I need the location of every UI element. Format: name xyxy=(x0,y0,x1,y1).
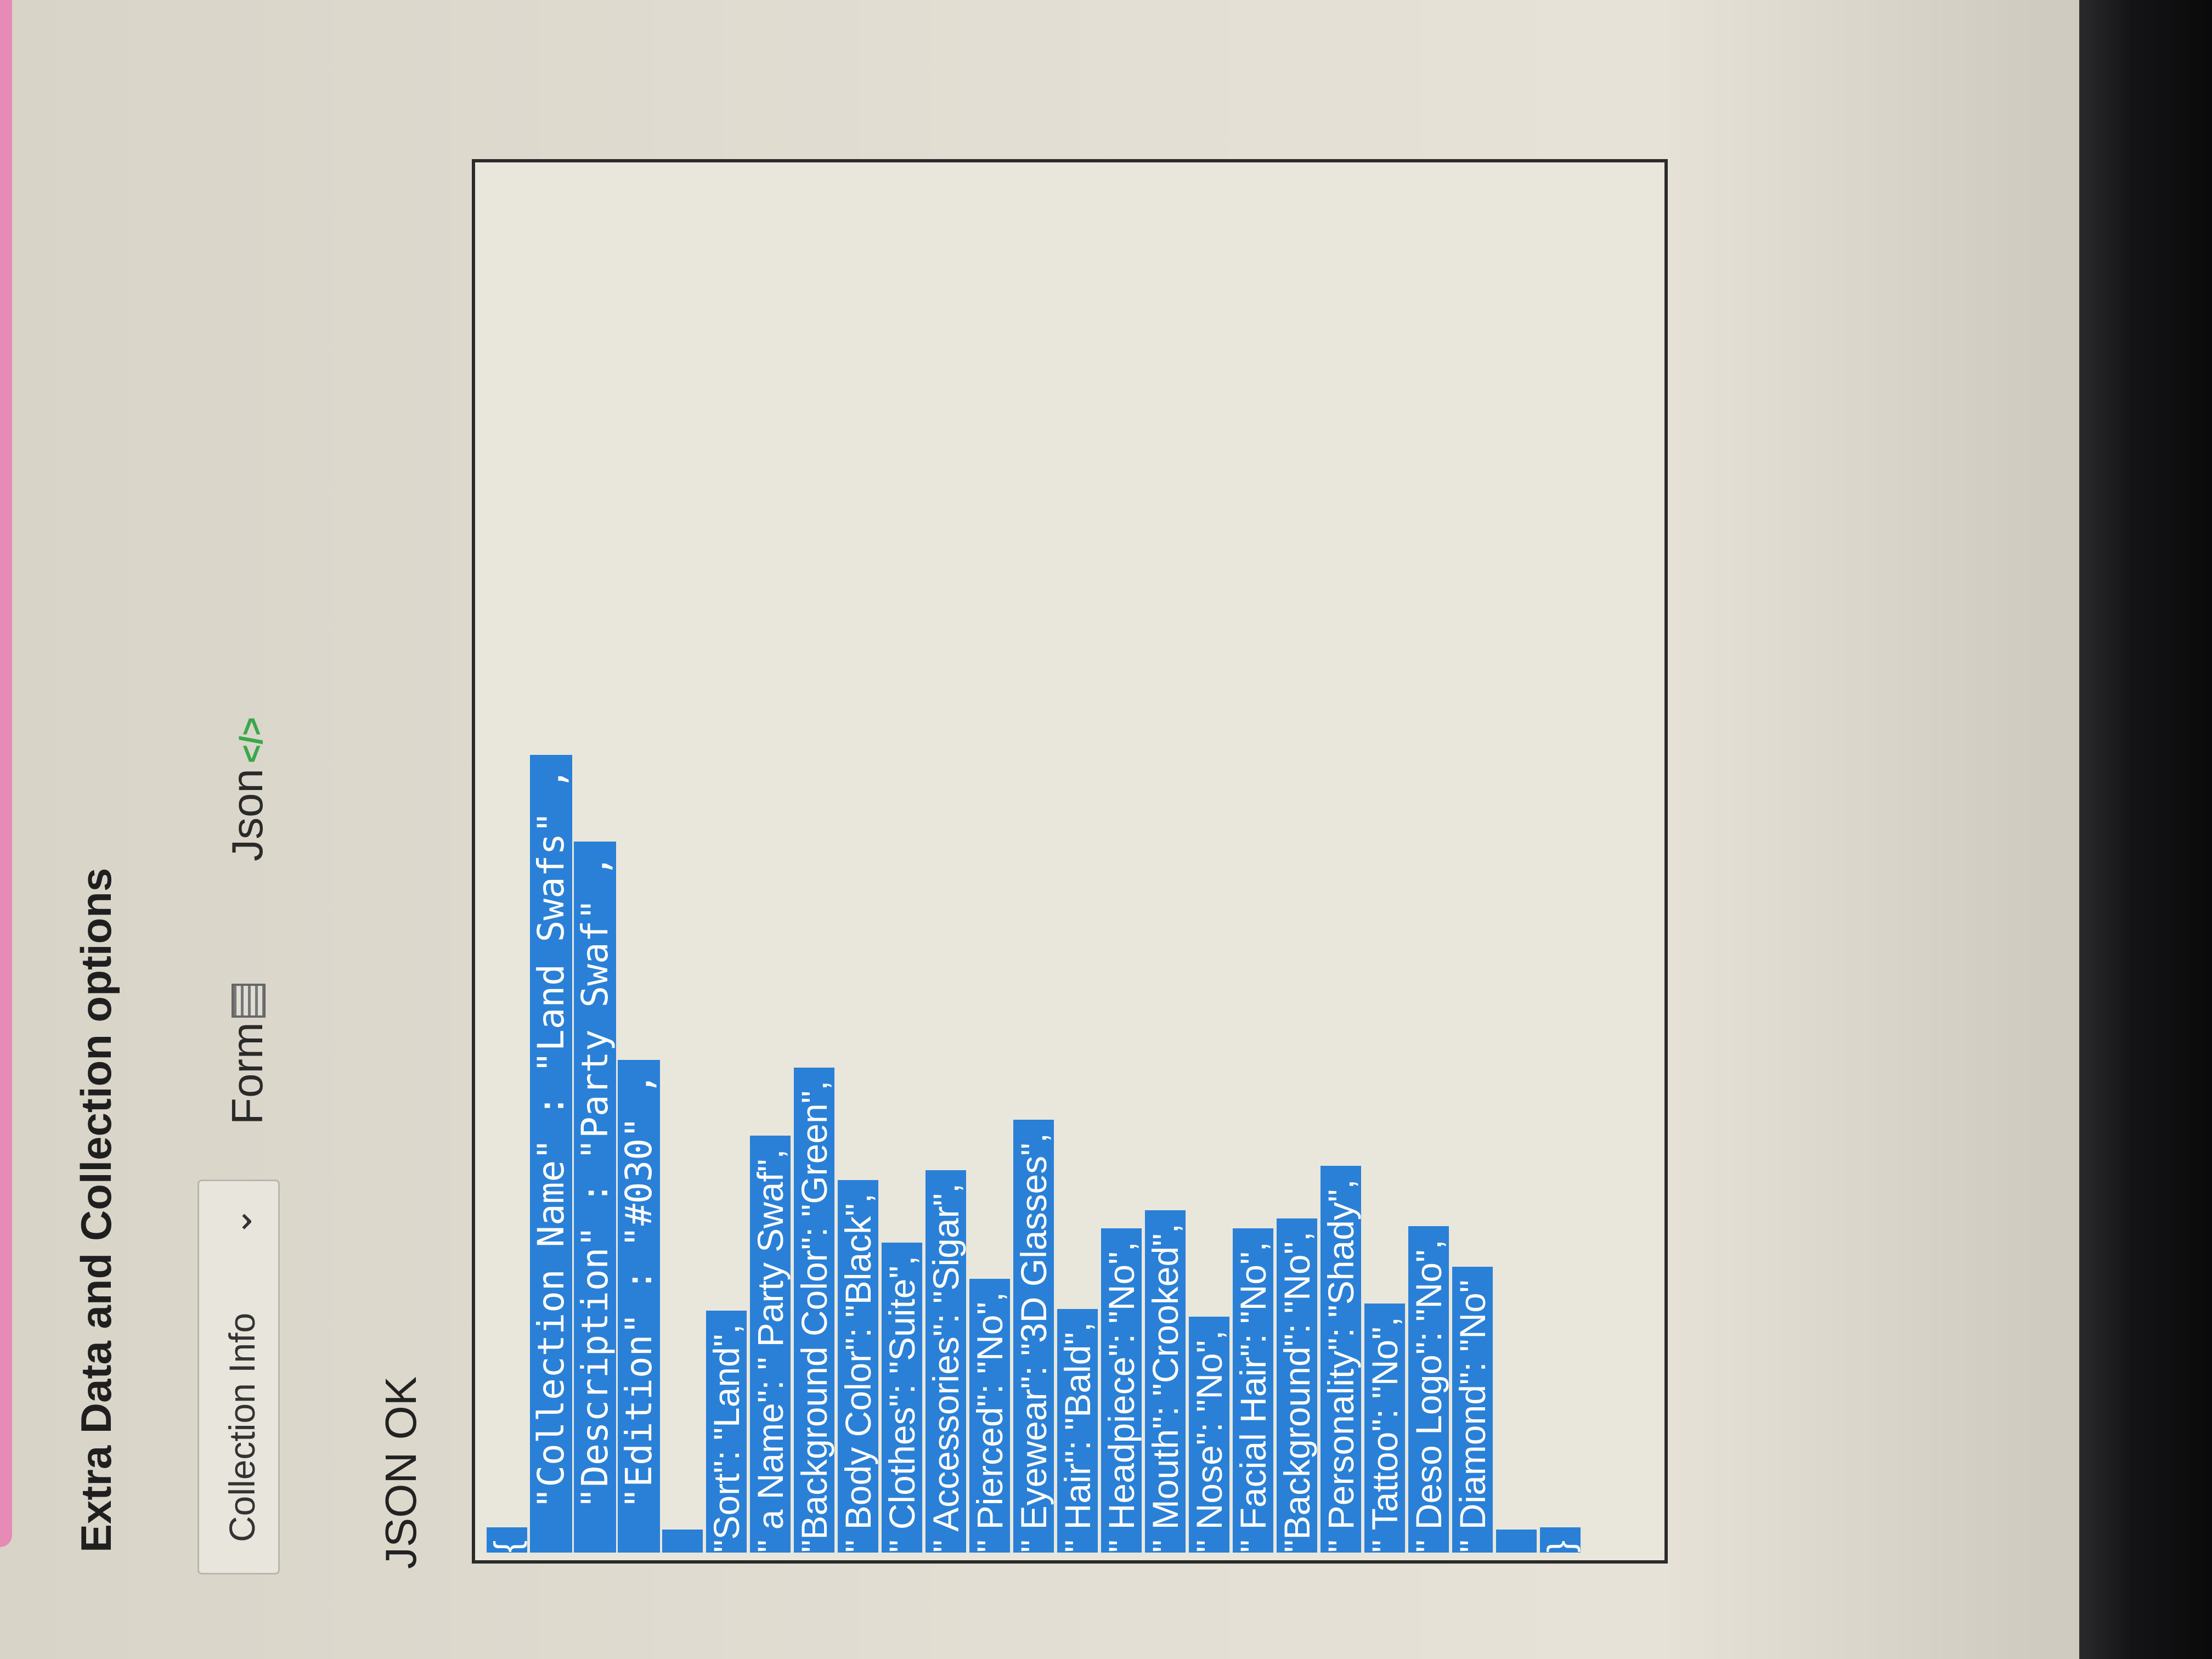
json-line: " Personality": "Shady", xyxy=(1319,755,1363,1553)
json-line-text: " Accessories": "Sigar", xyxy=(926,1170,966,1553)
chevron-down-icon: ⌄ xyxy=(218,1206,259,1237)
json-line-text: } xyxy=(1540,1527,1581,1553)
json-line-text: " Personality": "Shady", xyxy=(1321,1166,1361,1553)
json-line-text: " Nose": "No", xyxy=(1189,1317,1229,1553)
json-line: "Description" : "Party Swaf" , xyxy=(573,755,617,1553)
json-line: " Body Color": "Black", xyxy=(836,755,880,1553)
json-line: " Eyewear": "3D Glasses", xyxy=(1012,755,1056,1553)
json-line-text: " Facial Hair": "No", xyxy=(1233,1228,1273,1553)
table-icon xyxy=(232,984,266,1018)
json-line: } xyxy=(1538,755,1582,1553)
json-line-text: "Sort": "Land", xyxy=(706,1311,747,1553)
json-line: " Headpiece": "No", xyxy=(1099,755,1143,1553)
code-icon: </> xyxy=(234,717,269,764)
json-status: JSON OK xyxy=(376,1376,425,1569)
json-line-text: { xyxy=(487,1527,527,1553)
json-line: " Accessories": "Sigar", xyxy=(924,755,968,1553)
json-line-text: "Background": "No", xyxy=(1277,1218,1317,1553)
json-editor[interactable]: { "Collection Name" : "Land Swafs" , "De… xyxy=(472,159,1668,1564)
json-line-text: " Deso Logo": "No", xyxy=(1408,1226,1449,1553)
json-line-text: "Background Color": "Green", xyxy=(794,1067,834,1553)
json-line-text: " Mouth": "Crooked", xyxy=(1145,1210,1186,1553)
json-line-text: " Headpiece": "No", xyxy=(1101,1228,1142,1553)
accent-tab xyxy=(0,0,12,1547)
json-line: " Deso Logo": "No", xyxy=(1407,755,1451,1553)
json-line-text: "Collection Name" : "Land Swafs" , xyxy=(530,754,572,1553)
json-line xyxy=(1494,755,1538,1553)
json-line: "Edition" : "#030" , xyxy=(617,755,661,1553)
json-line: "Collection Name" : "Land Swafs" , xyxy=(529,754,573,1553)
json-line-text xyxy=(1496,1529,1537,1553)
json-line-text: " Clothes": "Suite", xyxy=(882,1242,922,1553)
json-line-text: " Tattoo": "No", xyxy=(1364,1303,1405,1553)
json-code: { "Collection Name" : "Land Swafs" , "De… xyxy=(485,754,1582,1553)
json-line-text: "Edition" : "#030" , xyxy=(618,1059,660,1553)
json-line-text: "Description" : "Party Swaf" , xyxy=(574,842,616,1553)
collection-info-select[interactable]: Collection Info ⌄ xyxy=(198,1180,280,1575)
editor-panel: Extra Data and Collection options Collec… xyxy=(38,5,1684,1575)
json-line-text: " a Name": " Party Swaf", xyxy=(750,1136,791,1553)
json-line: " Pierced": "No", xyxy=(968,755,1012,1553)
json-line xyxy=(661,755,704,1553)
json-line: "Background Color": "Green", xyxy=(792,755,836,1553)
json-mode-button[interactable]: Json </> xyxy=(222,717,273,861)
form-mode-label: Form xyxy=(223,1022,272,1125)
select-value: Collection Info xyxy=(222,1312,262,1542)
json-line: "Sort": "Land", xyxy=(704,755,748,1553)
page-title: Extra Data and Collection options xyxy=(72,867,120,1553)
json-line: " Tattoo": "No", xyxy=(1363,755,1407,1553)
json-line: " Hair": "Bald", xyxy=(1056,755,1099,1553)
form-mode-button[interactable]: Form xyxy=(222,984,273,1125)
json-line-text xyxy=(662,1529,703,1553)
json-line-text: " Diamond": "No" xyxy=(1452,1266,1493,1553)
json-line-text: " Eyewear": "3D Glasses", xyxy=(1013,1120,1054,1553)
json-line: "Background": "No", xyxy=(1275,755,1319,1553)
json-line: " a Name": " Party Swaf", xyxy=(748,755,792,1553)
json-mode-label: Json xyxy=(223,769,272,861)
json-line-text: " Body Color": "Black", xyxy=(838,1180,878,1553)
monitor-bezel xyxy=(2079,0,2212,1659)
json-line: " Diamond": "No" xyxy=(1451,755,1494,1553)
json-line: " Mouth": "Crooked", xyxy=(1143,755,1187,1553)
json-line: " Clothes": "Suite", xyxy=(880,755,924,1553)
json-line: " Nose": "No", xyxy=(1187,755,1231,1553)
json-line: " Facial Hair": "No", xyxy=(1231,755,1275,1553)
json-line-text: " Pierced": "No", xyxy=(969,1278,1010,1553)
json-line: { xyxy=(485,755,529,1553)
json-line-text: " Hair": "Bald", xyxy=(1057,1308,1098,1553)
